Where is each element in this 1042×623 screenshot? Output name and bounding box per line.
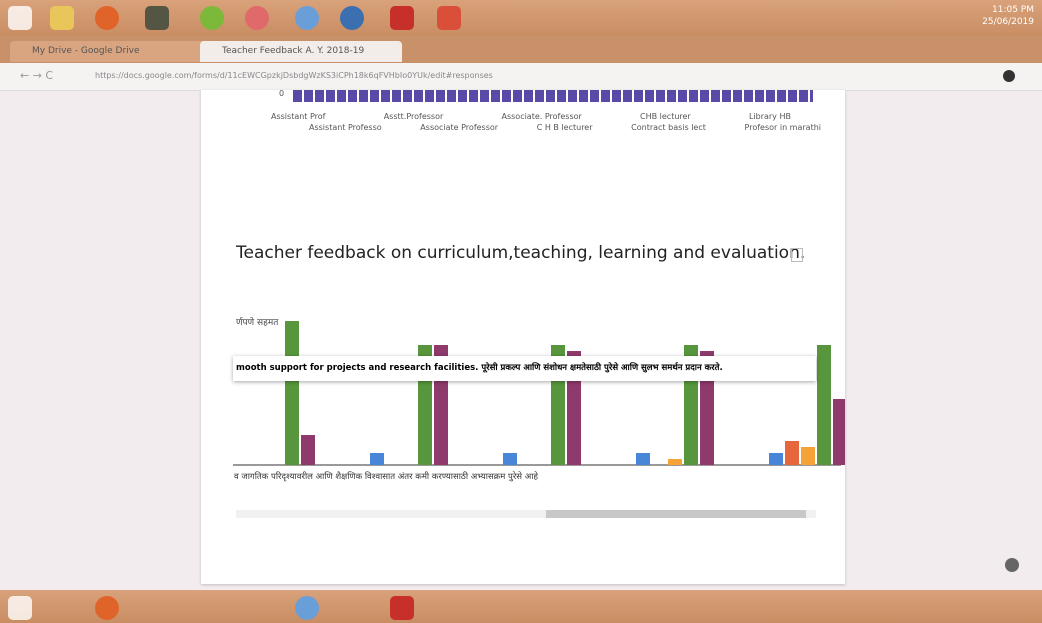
scroll-thumb[interactable] <box>546 510 806 518</box>
screen: {"taskbar": {"time": "11:05 PM", "date":… <box>0 0 1042 623</box>
bar <box>301 435 315 465</box>
tooltip: mooth support for projects and research … <box>233 356 816 381</box>
legend-entry: Assistant Prof <box>271 112 326 121</box>
bar-chart <box>201 320 845 470</box>
tab[interactable]: Teacher Feedback A. Y. 2018-19 <box>200 41 402 62</box>
x-axis-label: व जागतिक परिदृश्यावरील आणि शैक्षणिक विश्… <box>234 471 538 482</box>
legend: Assistant Professo Associate Professor C H… <box>309 123 821 132</box>
bar <box>503 453 517 465</box>
help-button[interactable] <box>1005 558 1019 572</box>
legend-entry: Profesor in marathi <box>745 123 821 132</box>
bar <box>785 441 799 465</box>
legend-entry: Associate Professor <box>420 123 498 132</box>
scrollbar[interactable] <box>236 510 816 518</box>
bar <box>636 453 650 465</box>
response-card: 0 Assistant Prof Asstt.Professor Associate… <box>201 90 845 584</box>
copy-icon[interactable] <box>791 248 803 262</box>
time: 11:05 PM <box>982 4 1034 16</box>
bottom-taskbar <box>0 590 1042 623</box>
bar <box>668 459 682 465</box>
legend-entry: CHB lecturer <box>640 112 691 121</box>
upper-chart-remnant <box>293 90 813 102</box>
address-bar: ← → C https://docs.google.com/forms/d/11… <box>0 63 1042 91</box>
legend-entry: Library HB <box>749 112 791 121</box>
bar <box>833 399 845 465</box>
url[interactable]: https://docs.google.com/forms/d/11cEWCGp… <box>95 71 655 80</box>
bar <box>370 453 384 465</box>
question-title: Teacher feedback on curriculum,teaching,… <box>236 243 805 263</box>
bar <box>817 345 831 465</box>
tick-label: 0 <box>279 89 284 98</box>
tab[interactable]: My Drive - Google Drive <box>10 41 207 62</box>
date: 25/06/2019 <box>982 16 1034 28</box>
bar <box>801 447 815 465</box>
legend-entry: Assistant Professo <box>309 123 382 132</box>
legend: Assistant Prof Asstt.Professor Associate. … <box>271 112 791 121</box>
bar <box>285 321 299 465</box>
legend-entry: Associate. Professor <box>501 112 581 121</box>
legend-entry: Contract basis lect <box>631 123 706 132</box>
legend-entry: Asstt.Professor <box>384 112 444 121</box>
bar <box>769 453 783 465</box>
nav-buttons[interactable]: ← → C <box>20 69 53 82</box>
legend-entry: C H B lecturer <box>537 123 593 132</box>
profile[interactable] <box>1003 70 1015 82</box>
